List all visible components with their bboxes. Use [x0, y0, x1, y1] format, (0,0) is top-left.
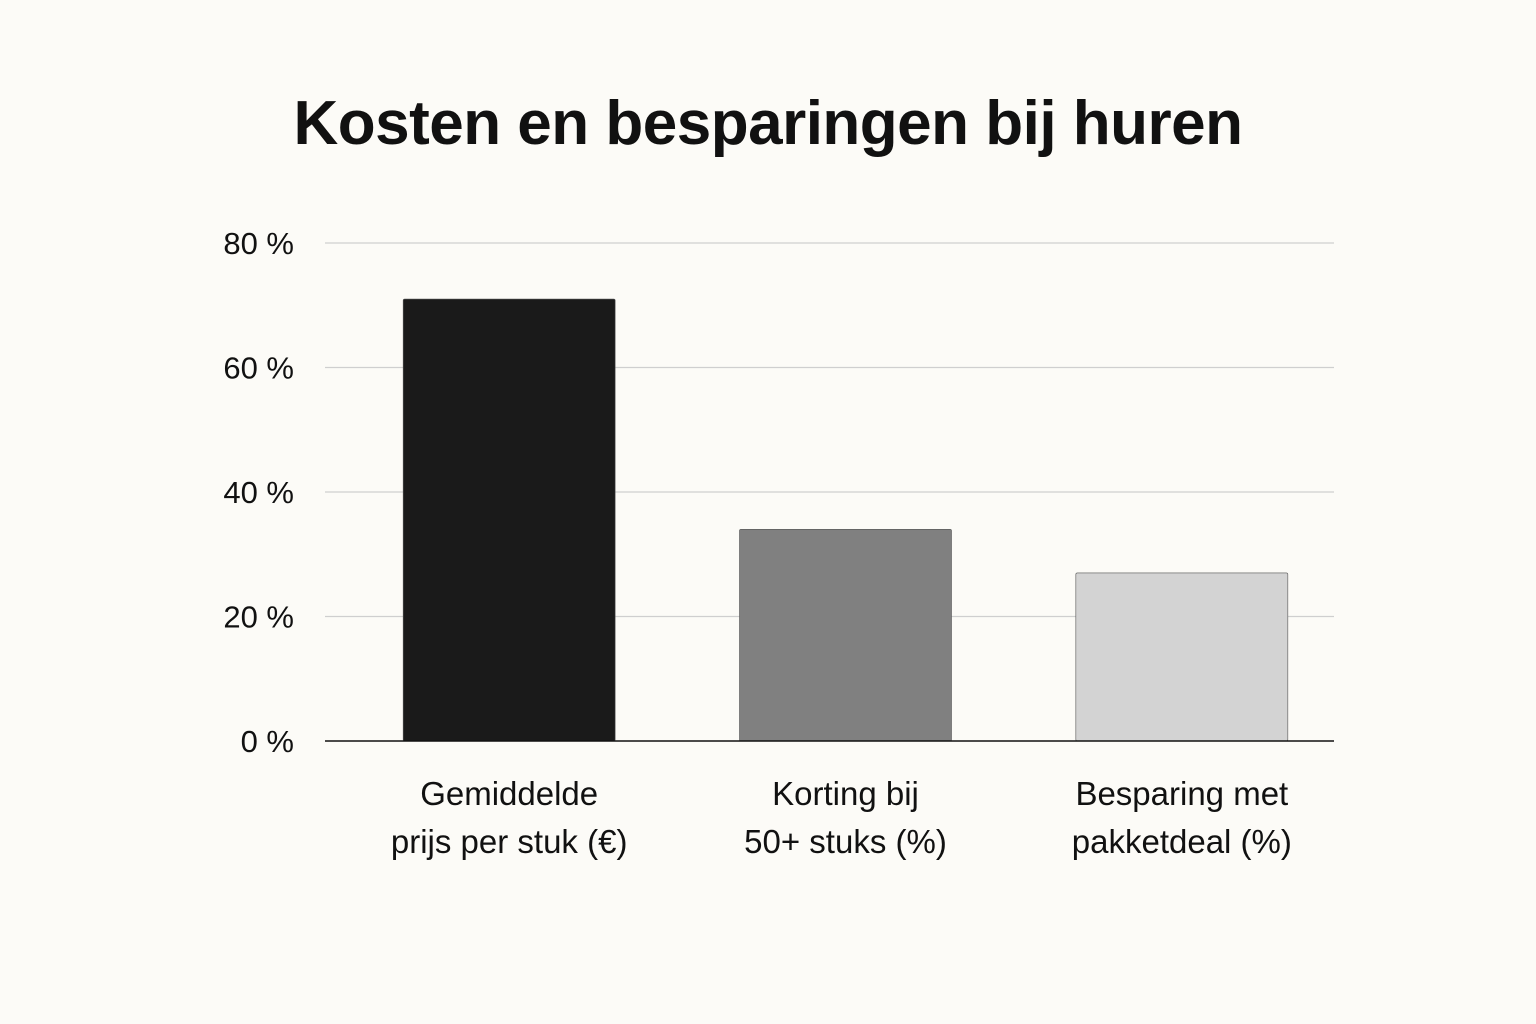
x-tick-label: prijs per stuk (€) — [391, 823, 628, 860]
x-tick-label: Korting bij — [772, 775, 919, 812]
y-tick-label: 60 % — [223, 351, 294, 386]
y-tick-label: 80 % — [223, 226, 294, 261]
y-tick-label: 40 % — [223, 475, 294, 510]
bar — [739, 529, 952, 742]
y-tick-label: 0 % — [241, 724, 294, 759]
x-tick-label: 50+ stuks (%) — [744, 823, 947, 860]
x-tick-label: Besparing met — [1075, 775, 1288, 812]
bar — [402, 298, 616, 742]
y-tick-label: 20 % — [223, 600, 294, 635]
chart-title: Kosten en besparingen bij huren — [293, 89, 1243, 158]
bar — [1075, 572, 1289, 742]
x-tick-label: Gemiddelde — [420, 775, 598, 812]
x-tick-label: pakketdeal (%) — [1072, 823, 1292, 860]
